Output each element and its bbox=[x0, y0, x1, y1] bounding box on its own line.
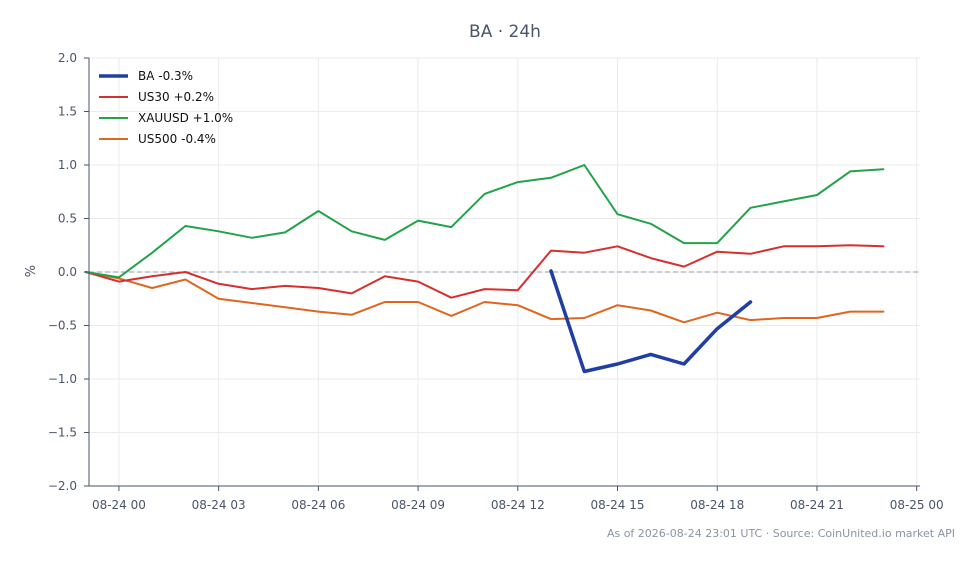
series-line bbox=[549, 269, 753, 374]
y-tick-label: −1.0 bbox=[48, 372, 77, 386]
x-tick-label: 08-24 15 bbox=[591, 498, 645, 512]
legend-label: XAUUSD +1.0% bbox=[138, 111, 233, 125]
y-tick-label: 0.5 bbox=[58, 212, 77, 226]
legend-label: US30 +0.2% bbox=[138, 90, 214, 104]
legend-label: BA -0.3% bbox=[138, 69, 193, 83]
x-axis-ticks: 08-24 00 08-24 03 08-24 06 08-24 09 08-24 12… bbox=[92, 486, 944, 512]
legend-label: US500 -0.4% bbox=[138, 132, 216, 146]
series-group bbox=[84, 164, 885, 374]
y-tick-label: −2.0 bbox=[48, 479, 77, 493]
x-tick-label: 08-24 09 bbox=[391, 498, 445, 512]
series-line bbox=[84, 244, 885, 299]
y-tick-label: 0.0 bbox=[58, 265, 77, 279]
x-tick-label: 08-24 00 bbox=[92, 498, 146, 512]
y-tick-label: 2.0 bbox=[58, 51, 77, 65]
series-line bbox=[84, 271, 885, 324]
y-tick-label: −0.5 bbox=[48, 319, 77, 333]
footer-note: As of 2026-08-24 23:01 UTC · Source: Coi… bbox=[607, 527, 955, 540]
legend: BA -0.3% US30 +0.2% XAUUSD +1.0% US500 -0.4… bbox=[99, 69, 233, 146]
y-axis-label: % bbox=[24, 265, 39, 277]
x-tick-label: 08-24 06 bbox=[291, 498, 345, 512]
x-tick-label: 08-24 21 bbox=[790, 498, 844, 512]
series-line bbox=[84, 164, 885, 279]
x-tick-label: 08-24 18 bbox=[690, 498, 744, 512]
y-axis-ticks: 2.0 1.5 1.0 0.5 0.0 −0.5 −1.0 −1.5 −2.0 bbox=[48, 51, 89, 493]
y-tick-label: 1.0 bbox=[58, 158, 77, 172]
chart-title: BA · 24h bbox=[469, 22, 541, 42]
x-tick-label: 08-25 00 bbox=[890, 498, 944, 512]
y-tick-label: 1.5 bbox=[58, 105, 77, 119]
x-tick-label: 08-24 03 bbox=[192, 498, 246, 512]
y-tick-label: −1.5 bbox=[48, 426, 77, 440]
x-tick-label: 08-24 12 bbox=[491, 498, 545, 512]
